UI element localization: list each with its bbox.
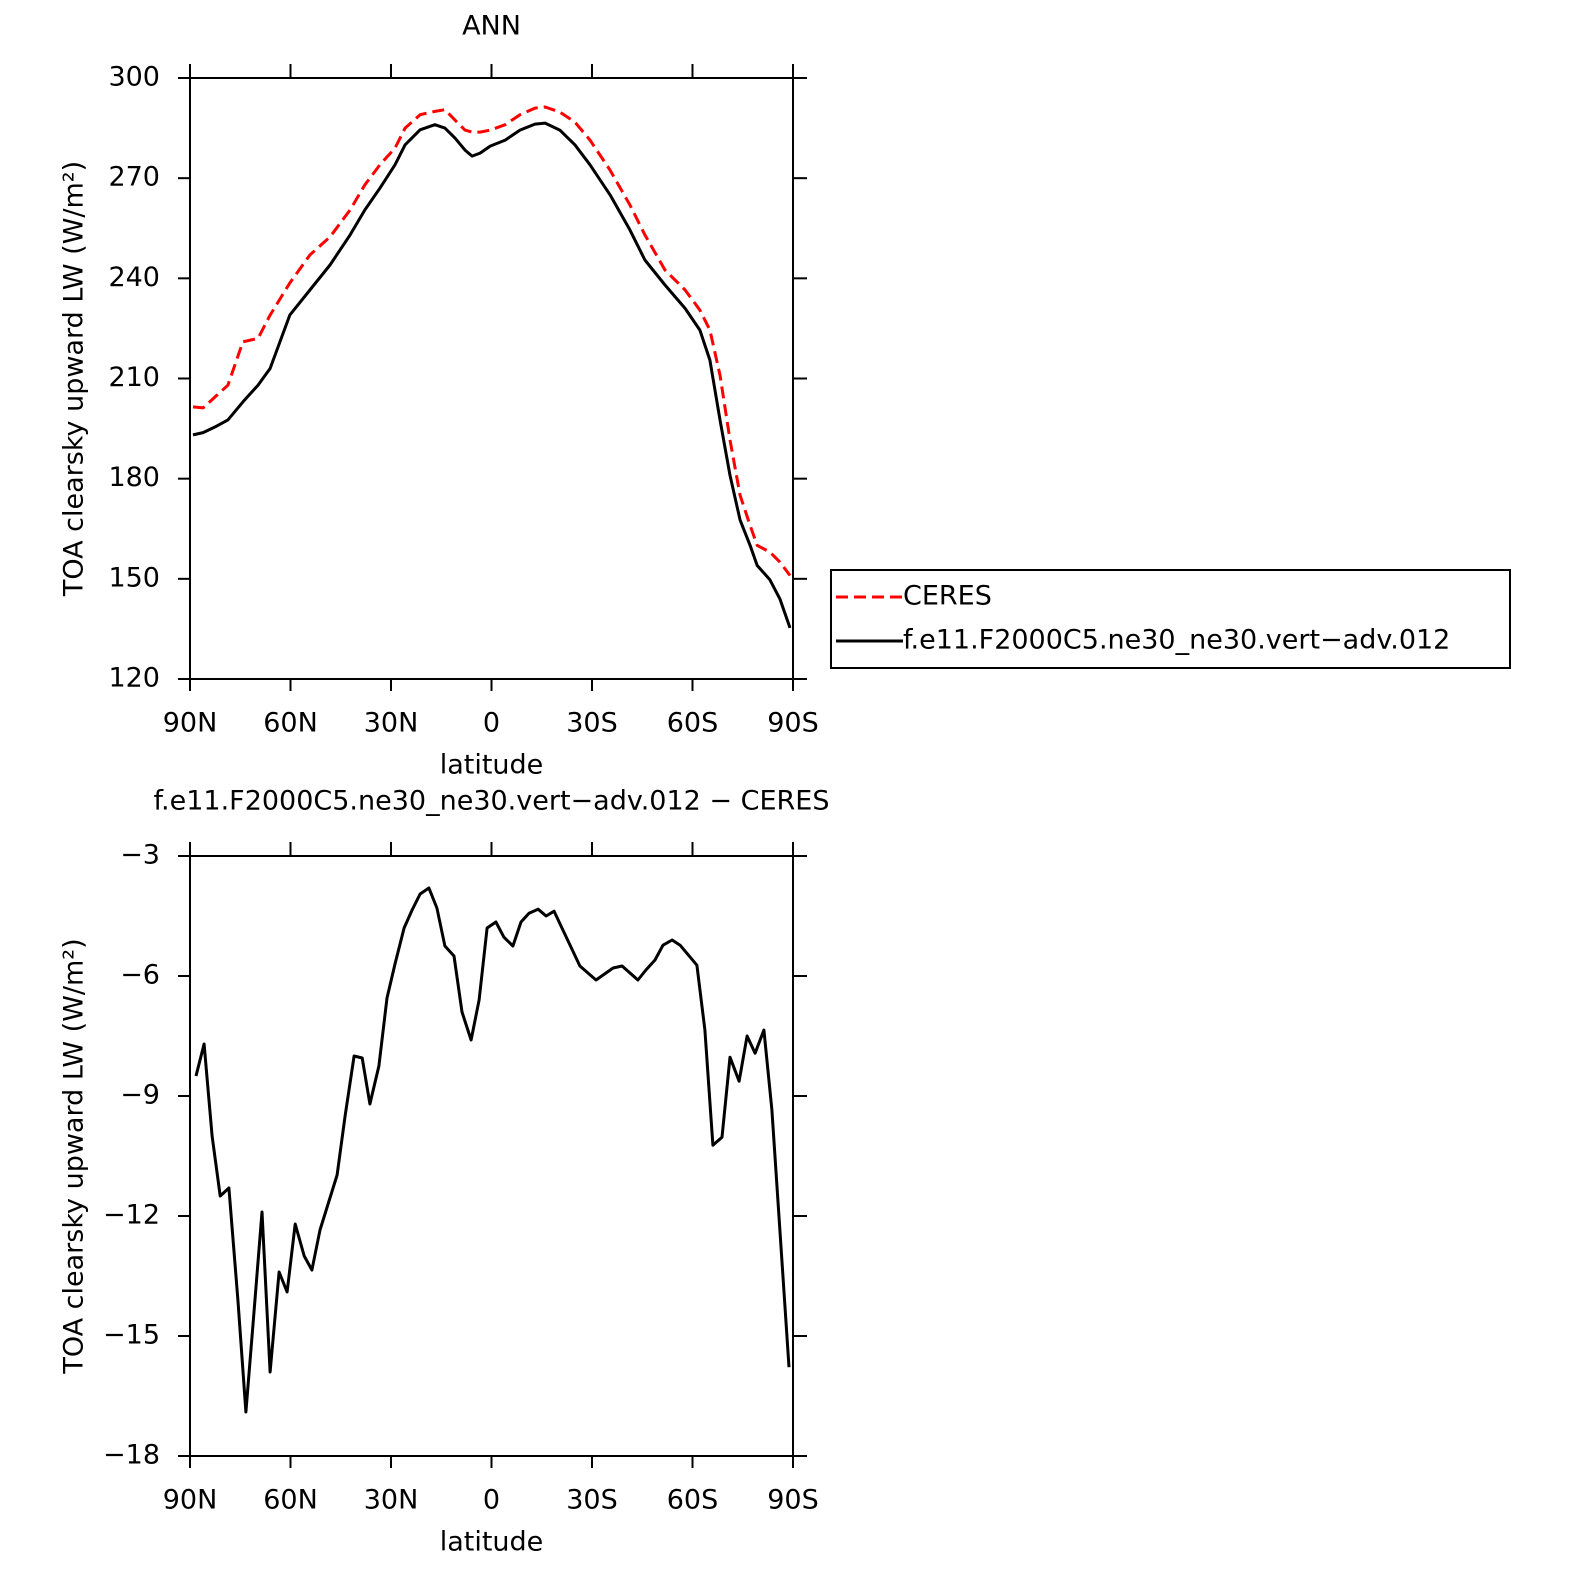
x-tick-label: 90N (163, 1485, 218, 1516)
plot-frame (189, 77, 794, 680)
x-tick-label: 90N (163, 708, 218, 739)
x-tick-label: 30S (566, 708, 618, 739)
y-tick-label: 210 (108, 362, 160, 393)
legend-box (830, 569, 1511, 669)
chart-title: f.e11.F2000C5.ne30_ne30.vert−adv.012 − C… (153, 786, 829, 817)
y-tick-label: 300 (108, 62, 160, 93)
y-tick-label: −3 (120, 840, 160, 871)
x-axis-label: latitude (440, 1527, 544, 1558)
y-tick-label: −6 (120, 960, 160, 991)
y-tick-label: 120 (108, 663, 160, 694)
x-tick-label: 60N (263, 708, 318, 739)
chart-title: ANN (462, 11, 521, 42)
y-axis-label: TOA clearsky upward LW (W/m²) (59, 161, 90, 597)
legend-label: f.e11.F2000C5.ne30_ne30.vert−adv.012 (903, 625, 1450, 656)
x-tick-label: 60N (263, 1485, 318, 1516)
legend-label: CERES (903, 581, 992, 612)
x-tick-label: 30N (364, 708, 419, 739)
data-line (192, 105, 792, 577)
x-tick-label: 30S (566, 1485, 618, 1516)
y-axis-label: TOA clearsky upward LW (W/m²) (59, 938, 90, 1374)
y-tick-label: −9 (120, 1080, 160, 1111)
y-tick-label: −15 (103, 1320, 160, 1351)
y-tick-label: 180 (108, 462, 160, 493)
data-line (192, 121, 792, 629)
x-tick-label: 90S (767, 1485, 819, 1516)
data-line (194, 886, 791, 1414)
y-tick-label: 270 (108, 162, 160, 193)
y-tick-label: −18 (103, 1440, 160, 1471)
plot-frame (189, 855, 794, 1457)
x-axis-label: latitude (440, 750, 544, 781)
y-tick-label: −12 (103, 1200, 160, 1231)
x-tick-label: 0 (483, 1485, 500, 1516)
x-tick-label: 30N (364, 1485, 419, 1516)
y-tick-label: 240 (108, 262, 160, 293)
x-tick-label: 90S (767, 708, 819, 739)
y-tick-label: 150 (108, 562, 160, 593)
x-tick-label: 60S (667, 708, 719, 739)
x-tick-label: 0 (483, 708, 500, 739)
x-tick-label: 60S (667, 1485, 719, 1516)
